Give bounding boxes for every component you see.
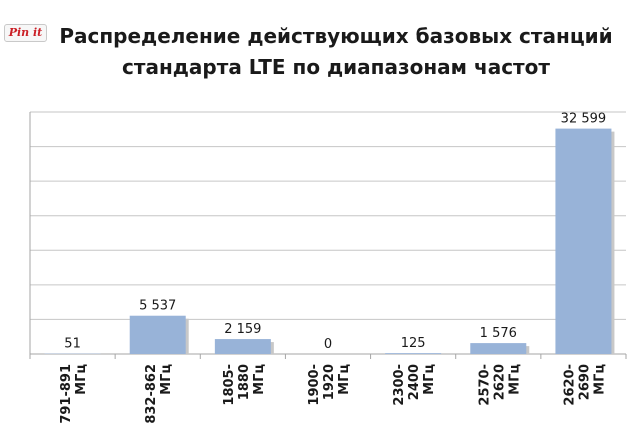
data-label: 0 (324, 337, 332, 352)
x-tick-label: 791-891 (59, 364, 74, 424)
x-tick-label: 2620- (562, 364, 577, 406)
x-tick-label: МГц (507, 364, 522, 395)
pin-it-button[interactable]: Pin it (4, 24, 47, 42)
bar (470, 343, 527, 354)
bar (385, 353, 442, 354)
x-tick-label: 832-862 (144, 364, 159, 424)
data-label: 51 (64, 337, 81, 352)
x-tick-label: МГц (337, 364, 352, 395)
x-tick-label: 1880 (237, 364, 252, 400)
x-tick-label: 2690 (577, 364, 592, 400)
x-tick-label: МГц (592, 364, 607, 395)
x-tick-label: 2570- (477, 364, 492, 406)
x-tick-label: МГц (74, 364, 89, 395)
x-tick-label: МГц (252, 364, 267, 395)
x-tick-label: 1920 (322, 364, 337, 400)
data-label: 1 576 (480, 326, 517, 341)
data-label: 5 537 (139, 299, 176, 314)
x-tick-label: МГц (159, 364, 174, 395)
bar (214, 339, 271, 354)
x-tick-label: 1805- (222, 364, 237, 406)
chart-title-line-2: стандарта LTE по диапазонам частот (122, 55, 550, 79)
data-label: 2 159 (224, 322, 261, 337)
x-tick-label: 2300- (392, 364, 407, 406)
x-tick-label: 1900- (307, 364, 322, 406)
x-tick-label: МГц (422, 364, 437, 395)
x-tick-label: 2400 (407, 364, 422, 400)
data-label: 125 (401, 336, 426, 351)
bar (129, 315, 186, 354)
chart-title-line-1: Распределение действующих базовых станци… (59, 24, 613, 48)
data-label: 32 599 (561, 112, 607, 127)
bar (555, 128, 612, 354)
x-tick-label: 2620 (492, 364, 507, 400)
